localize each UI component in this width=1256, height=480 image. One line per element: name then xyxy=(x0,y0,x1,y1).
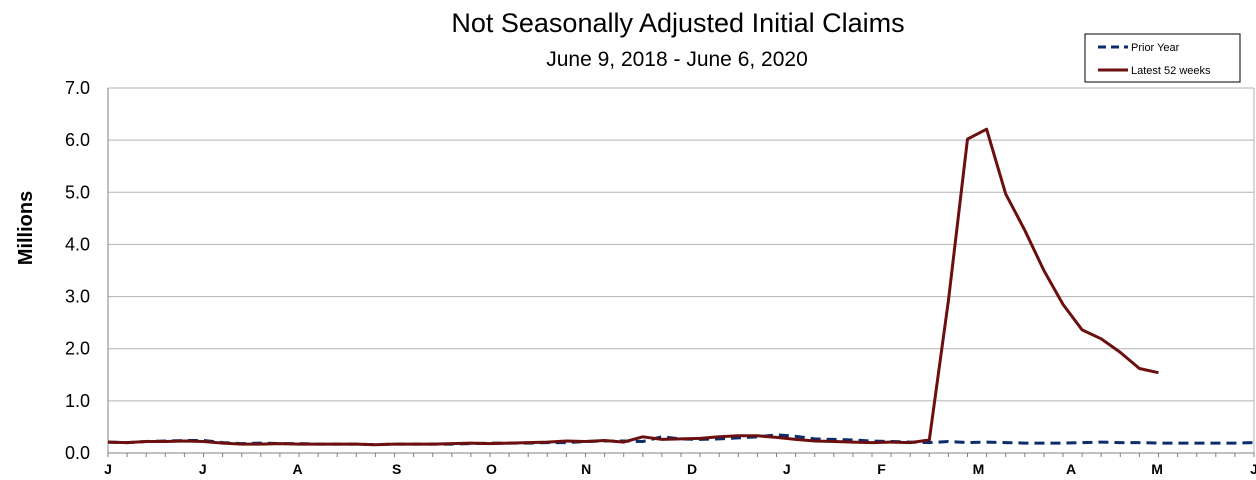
y-tick-label: 4.0 xyxy=(65,234,90,254)
x-tick-label: M xyxy=(1151,461,1163,477)
x-tick-label: J xyxy=(1250,461,1256,477)
y-tick-label: 3.0 xyxy=(65,287,90,307)
gridlines xyxy=(107,87,1255,454)
legend-label-prior-year: Prior Year xyxy=(1131,42,1180,54)
x-tick-label: N xyxy=(581,461,591,477)
series-line-latest-52-weeks xyxy=(107,127,1159,447)
x-tick-label: J xyxy=(104,461,112,477)
x-tick-label: J xyxy=(783,461,791,477)
x-tick-label: F xyxy=(877,461,886,477)
legend-label-latest-52-weeks: Latest 52 weeks xyxy=(1131,65,1211,77)
x-tick-label: D xyxy=(687,461,697,477)
y-tick-label: 0.0 xyxy=(65,443,90,463)
legend: Prior Year Latest 52 weeks xyxy=(1084,33,1241,83)
y-tick-label: 1.0 xyxy=(65,391,90,411)
y-tick-labels: 0.0 1.0 2.0 3.0 4.0 5.0 6.0 7.0 xyxy=(65,78,90,463)
legend-box xyxy=(1084,33,1241,83)
x-tick-label: O xyxy=(486,461,497,477)
y-tick-label: 5.0 xyxy=(65,182,90,202)
x-tick-label: A xyxy=(292,461,302,477)
chart-subtitle: June 9, 2018 - June 6, 2020 xyxy=(546,48,808,71)
y-tick-label: 7.0 xyxy=(65,78,90,98)
y-tick-label: 6.0 xyxy=(65,130,90,150)
x-tick-label: S xyxy=(392,461,401,477)
chart-title: Not Seasonally Adjusted Initial Claims xyxy=(451,8,904,38)
series-lines xyxy=(107,127,1255,447)
x-tick-label: A xyxy=(1066,461,1076,477)
y-tick-label: 2.0 xyxy=(65,339,90,359)
x-tick-label: J xyxy=(199,461,207,477)
y-axis-label: Millions xyxy=(15,191,37,265)
x-tick-label: M xyxy=(973,461,985,477)
